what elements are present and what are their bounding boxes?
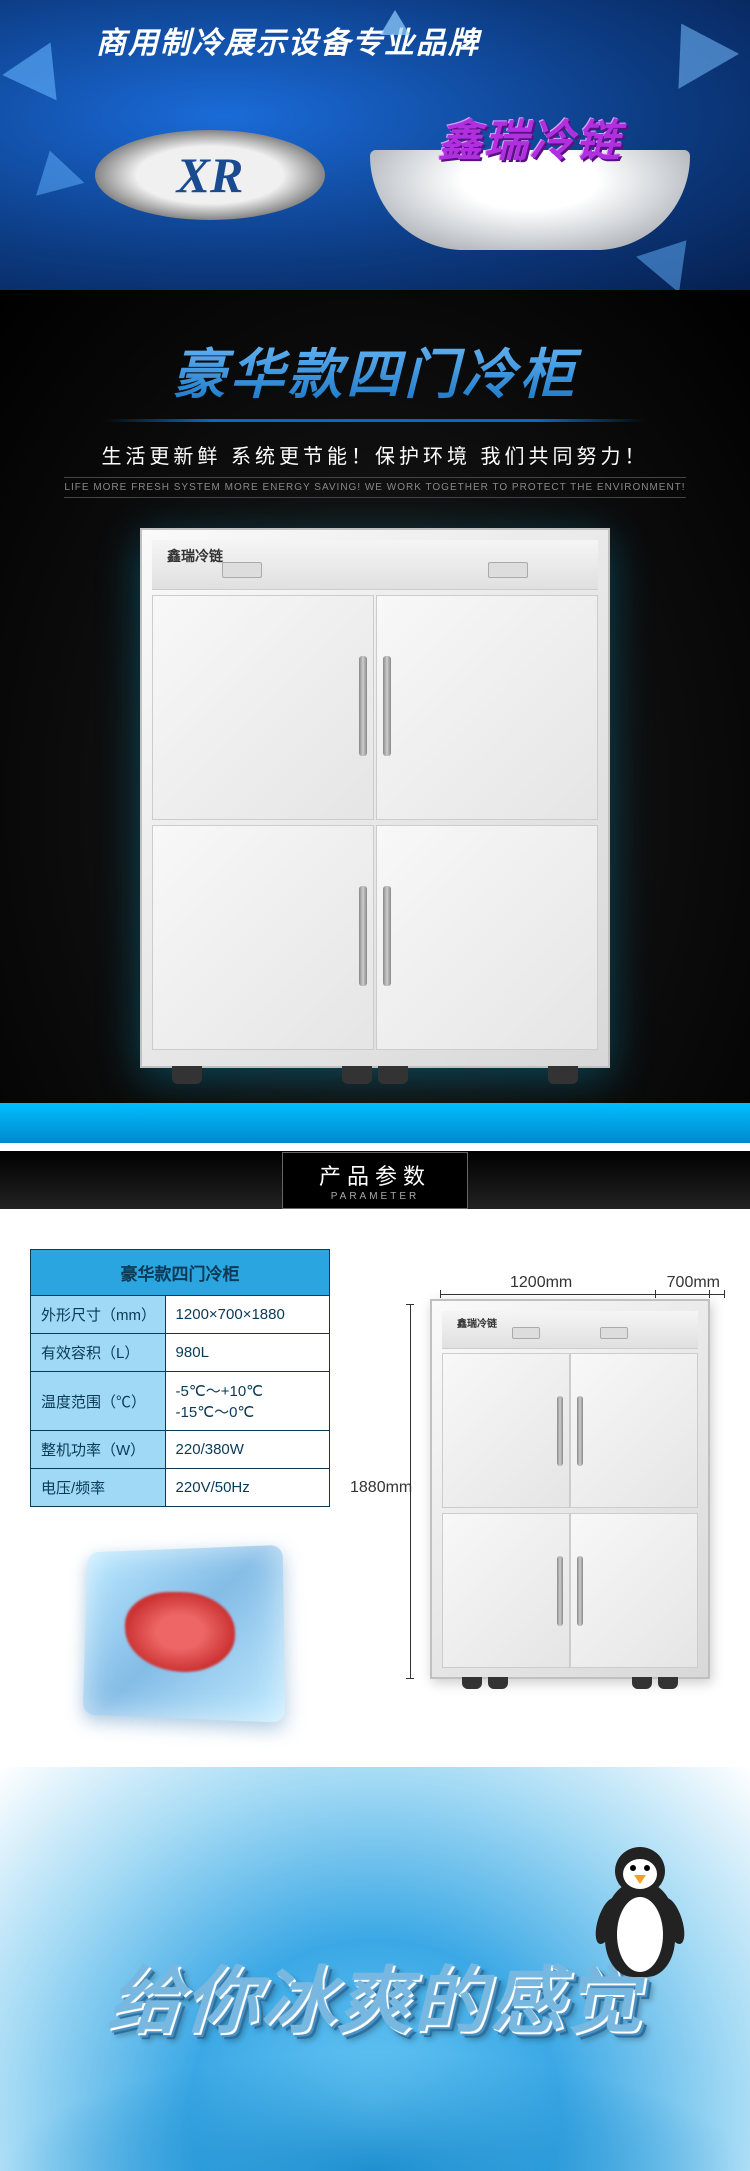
product-image: 鑫瑞冷链: [140, 528, 610, 1068]
logo-text: XR: [177, 146, 244, 204]
spec-section-label: 产品参数: [319, 1164, 431, 1189]
fridge-illustration: 鑫瑞冷链: [140, 528, 610, 1068]
fridge-dimension-illustration: 鑫瑞冷链: [430, 1299, 710, 1679]
dimension-height: 1880mm: [350, 1479, 412, 1497]
product-subtitle-en: LIFE MORE FRESH SYSTEM MORE ENERGY SAVIN…: [64, 477, 685, 498]
ice-cube-image: [70, 1537, 290, 1727]
brand-tagline: 商用制冷展示设备专业品牌: [0, 0, 750, 62]
splash-3d-text: 给你冰爽的感觉: [104, 1942, 646, 2047]
dimension-diagram: 1200mm 700mm 1880mm 鑫瑞冷链: [360, 1249, 720, 1679]
table-row: 温度范围（℃）-5℃～+10℃ -15℃～0℃: [31, 1372, 330, 1431]
spec-section: 豪华款四门冷柜 外形尺寸（mm）1200×700×1880 有效容积（L）980…: [0, 1209, 750, 1767]
logo-badge: XR: [95, 130, 325, 220]
table-row: 有效容积（L）980L: [31, 1334, 330, 1372]
splash-banner: 给你冰爽的感觉: [0, 1767, 750, 2171]
product-subtitle: 生活更新鲜 系统更节能！保护环境 我们共同努力！: [0, 440, 750, 469]
table-row: 整机功率（W）220/380W: [31, 1431, 330, 1469]
hero-platform: [0, 1103, 750, 1143]
spec-table-title: 豪华款四门冷柜: [31, 1250, 330, 1296]
brand-name: 鑫瑞冷链: [438, 105, 622, 169]
spec-table: 豪华款四门冷柜 外形尺寸（mm）1200×700×1880 有效容积（L）980…: [30, 1249, 330, 1507]
spec-section-header: 产品参数 PARAMETER: [0, 1151, 750, 1209]
brand-bowl: 鑫瑞冷链: [370, 100, 690, 250]
dimension-depth: 700mm: [667, 1274, 720, 1292]
dimension-width: 1200mm: [510, 1274, 572, 1292]
hero-section: 豪华款四门冷柜 生活更新鲜 系统更节能！保护环境 我们共同努力！ LIFE MO…: [0, 290, 750, 1143]
decor-triangle-icon: [26, 144, 85, 196]
penguin-icon: [590, 1847, 690, 1977]
table-row: 外形尺寸（mm）1200×700×1880: [31, 1296, 330, 1334]
title-underline: [105, 419, 645, 422]
brand-banner: 商用制冷展示设备专业品牌 XR 鑫瑞冷链: [0, 0, 750, 290]
product-title: 豪华款四门冷柜: [0, 320, 750, 419]
spec-section-label-en: PARAMETER: [319, 1191, 431, 1202]
decor-triangle-icon: [380, 10, 410, 35]
table-row: 电压/频率220V/50Hz: [31, 1469, 330, 1507]
